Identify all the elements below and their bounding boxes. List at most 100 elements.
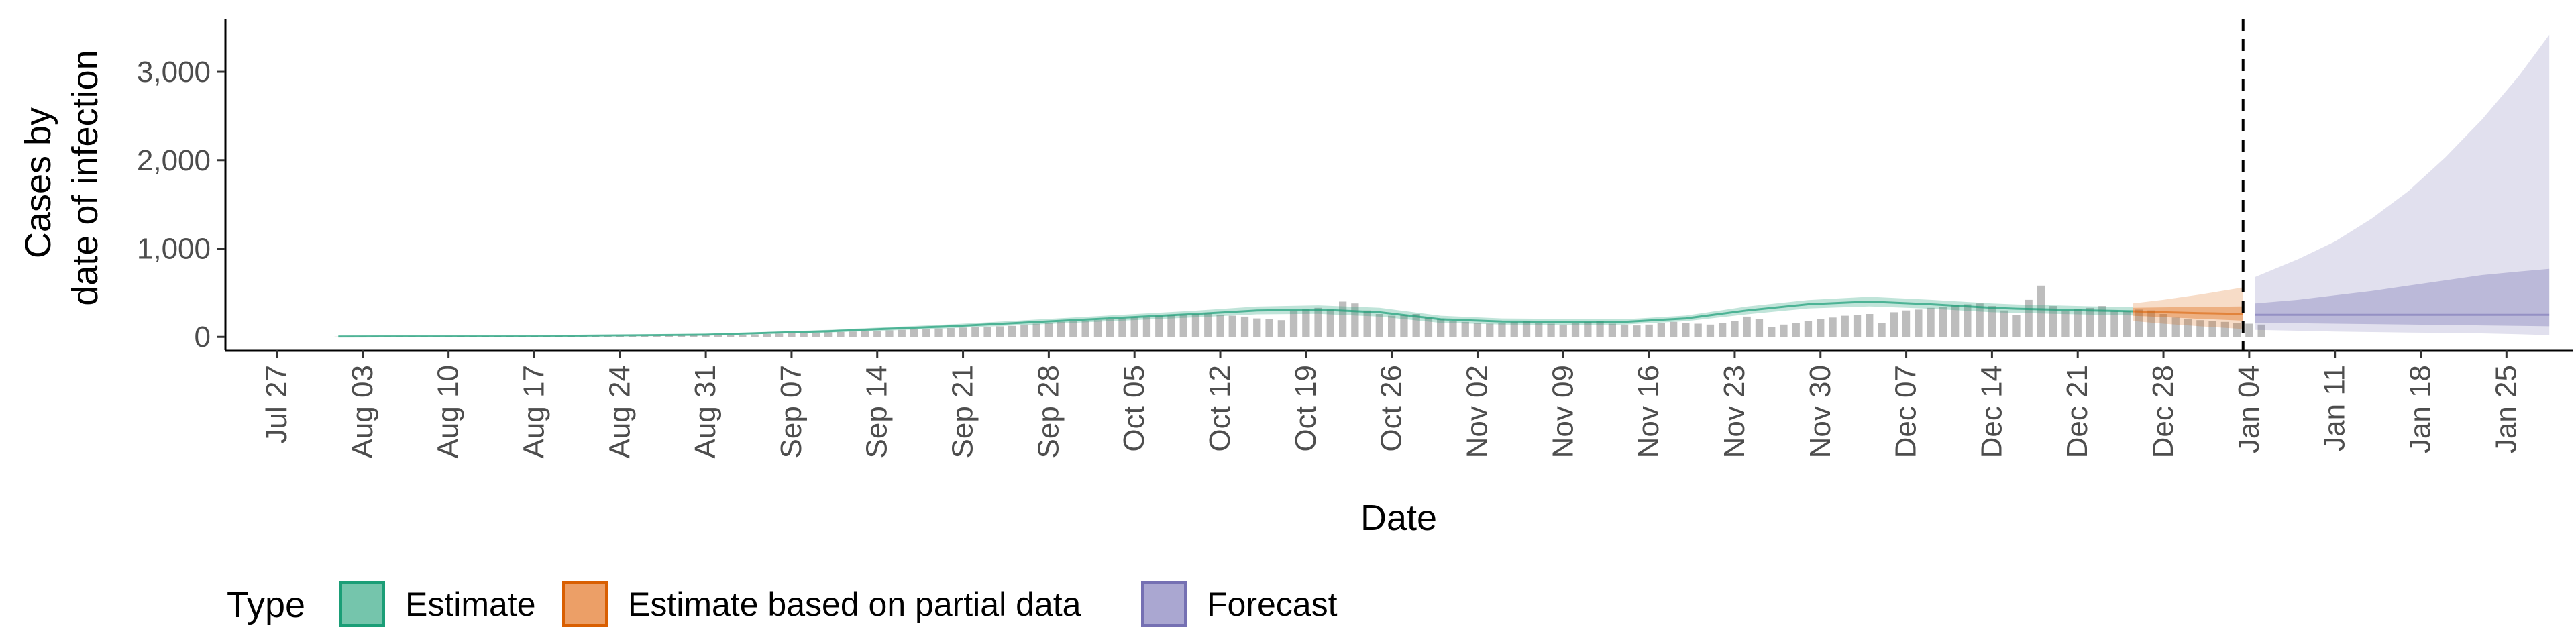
- reported-case-bar: [2171, 317, 2180, 337]
- estimate-median-line: [338, 300, 2133, 338]
- reported-case-bar: [690, 335, 698, 337]
- reported-case-bar: [2086, 307, 2094, 337]
- reported-case-bar: [2098, 306, 2106, 337]
- reported-case-bar: [1608, 323, 1616, 337]
- reported-case-bar: [861, 331, 869, 337]
- y-tick-label: 2,000: [137, 144, 211, 177]
- reported-case-bar: [1486, 323, 1494, 337]
- reported-case-bar: [1216, 315, 1224, 337]
- forecast-band-90: [2255, 34, 2550, 335]
- reported-case-bar: [2135, 309, 2143, 337]
- x-tick-label: Aug 10: [432, 365, 465, 458]
- reported-case-bar: [1841, 315, 1849, 337]
- reported-case-bar: [763, 334, 771, 337]
- reported-case-bar: [873, 331, 881, 337]
- legend-key-1: [339, 581, 385, 627]
- x-tick-label: Nov 02: [1460, 365, 1493, 458]
- reported-case-bar: [1093, 320, 1102, 337]
- reported-case-bar: [1375, 314, 1383, 337]
- x-tick-label: Jan 18: [2404, 365, 2437, 453]
- reported-case-bar: [947, 328, 955, 337]
- reported-case-bar: [665, 335, 673, 337]
- reported-case-bar: [971, 327, 979, 337]
- reported-case-bar: [2233, 323, 2241, 337]
- reported-case-bar: [2147, 310, 2155, 337]
- partial-estimate-median-line: [2133, 310, 2243, 315]
- reported-case-bar: [1167, 315, 1175, 337]
- legend-label-1: Estimate: [405, 586, 536, 623]
- reported-case-bar: [1939, 307, 1947, 337]
- reported-case-bar: [751, 334, 759, 337]
- reported-case-bar: [1743, 316, 1751, 337]
- reported-case-bar: [1792, 323, 1800, 337]
- reported-case-bar: [1547, 323, 1555, 337]
- plot-area: [334, 19, 2550, 350]
- reported-case-bar: [1461, 321, 1469, 337]
- reported-case-bar: [628, 335, 637, 337]
- reported-case-bar: [1069, 321, 1077, 337]
- reported-case-bar: [1314, 307, 1322, 337]
- legend-label-2: Estimate based on partial data: [628, 586, 1081, 623]
- forecast-band-50: [2255, 268, 2550, 327]
- legend-key-2: [562, 581, 608, 627]
- reported-case-bar: [1988, 306, 1996, 337]
- reported-case-bar: [1400, 315, 1408, 337]
- reported-case-bar: [1510, 321, 1518, 337]
- reported-case-bar: [1951, 305, 1960, 337]
- reported-case-bar: [1253, 318, 1261, 337]
- x-tick-label: Jul 27: [260, 365, 293, 443]
- reported-case-bar: [2245, 323, 2253, 337]
- reported-case-bar: [2061, 310, 2070, 337]
- reported-case-bar: [1289, 310, 1298, 337]
- reported-case-bar: [922, 329, 930, 337]
- reported-case-bar: [1118, 318, 1126, 337]
- x-tick-label: Dec 14: [1975, 365, 2008, 458]
- reported-case-bar: [2012, 315, 2021, 337]
- reported-case-bar: [1044, 323, 1053, 337]
- reported-case-bar: [1571, 323, 1580, 337]
- x-tick-label: Jan 11: [2318, 365, 2351, 451]
- reported-case-bar: [837, 331, 845, 337]
- reported-case-bar: [616, 335, 624, 337]
- reported-case-bar: [1008, 325, 1016, 337]
- reported-case-bar: [1731, 321, 1739, 337]
- x-tick-label: Dec 28: [2147, 365, 2180, 458]
- reported-case-bar: [1326, 309, 1334, 337]
- reported-case-bar: [1927, 307, 1935, 337]
- reported-case-bar: [1706, 324, 1715, 337]
- reported-case-bar: [1228, 315, 1236, 337]
- reported-case-bar: [1694, 323, 1702, 337]
- reported-case-bar: [1755, 319, 1764, 337]
- reported-case-bar: [1902, 310, 1911, 337]
- reported-case-bar: [1081, 320, 1089, 337]
- reported-case-bar: [1853, 315, 1862, 337]
- x-tick-label: Aug 17: [517, 365, 550, 458]
- reported-case-bar: [1265, 319, 1273, 337]
- reported-case-bar: [1768, 327, 1776, 337]
- y-tick-label: 3,000: [137, 56, 211, 89]
- reported-case-bar: [775, 333, 784, 337]
- reported-case-bar: [1240, 316, 1249, 337]
- reported-case-bar: [1106, 319, 1114, 337]
- y-tick-label: 0: [195, 321, 211, 354]
- reported-case-bar: [2196, 320, 2204, 337]
- x-tick-label: Aug 31: [689, 365, 722, 458]
- reported-case-bar: [1191, 314, 1200, 337]
- reported-case-bar: [1437, 319, 1445, 337]
- reported-case-bar: [1424, 317, 1433, 337]
- reported-case-bar: [1817, 319, 1825, 337]
- reported-case-bar: [2159, 314, 2167, 337]
- reported-case-bar: [1780, 324, 1788, 337]
- reported-case-bar: [996, 326, 1004, 337]
- reported-case-bar: [959, 327, 967, 337]
- x-tick-label: Jan 04: [2233, 365, 2265, 453]
- reported-case-bar: [1473, 323, 1482, 337]
- reported-case-bar: [1633, 325, 1641, 337]
- x-tick-label: Sep 28: [1032, 365, 1065, 458]
- reported-case-bar: [885, 330, 894, 337]
- reported-case-bar: [1866, 314, 1874, 337]
- reported-case-bar: [1339, 301, 1347, 337]
- reported-case-bar: [1155, 315, 1163, 337]
- reported-case-bar: [2220, 321, 2229, 337]
